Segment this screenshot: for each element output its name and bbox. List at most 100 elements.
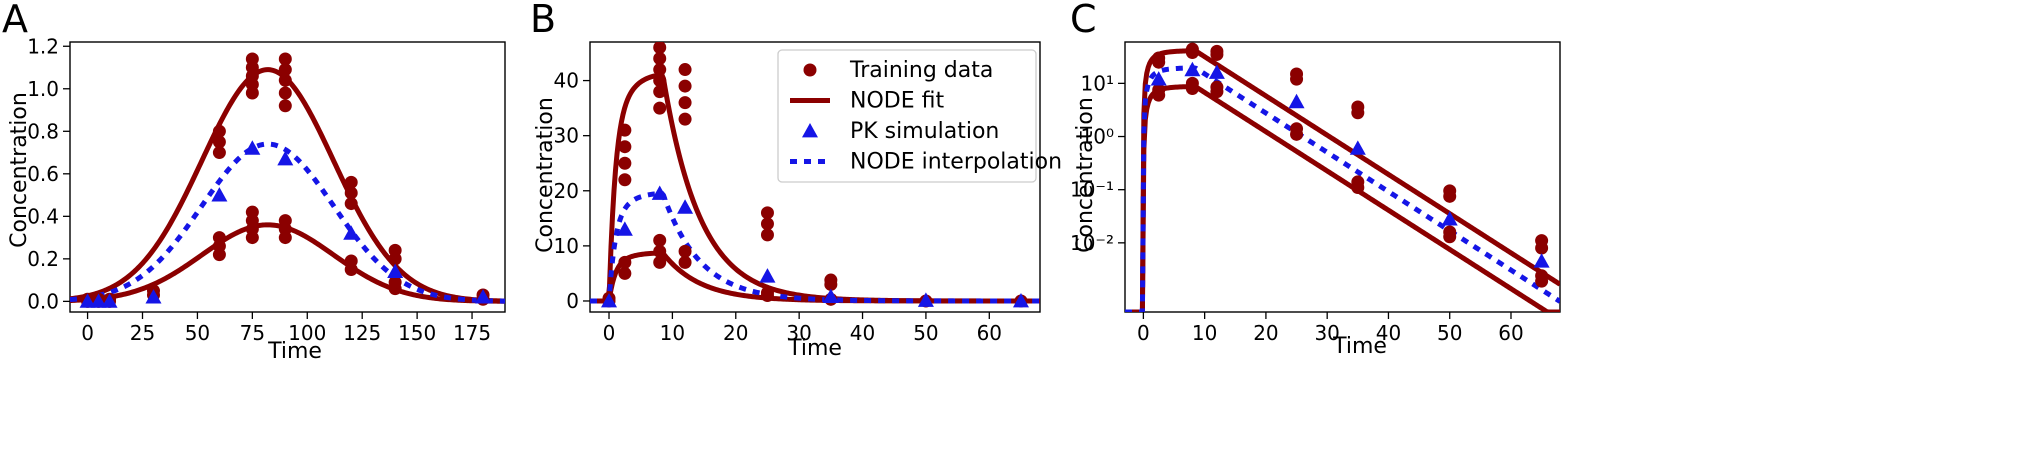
panel-b-y-tick-label: 30 [554, 124, 579, 148]
panel-b-training-point [653, 233, 667, 247]
panel-a-training-point [344, 197, 358, 211]
panel-a-training-point [278, 99, 292, 113]
panel-a-y-tick-label: 0.6 [27, 162, 59, 186]
panel-b-training-point [653, 255, 667, 269]
panel-b-training-point [618, 266, 632, 280]
panel-c-x-axis-label: Time [1332, 334, 1387, 359]
panel-c-pk-simulation-point [1184, 61, 1201, 77]
panel-a-training-point [278, 86, 292, 100]
panel-a-training-point [344, 254, 358, 268]
panel-c-axes-frame [1124, 41, 1561, 313]
panel-a-training-point [245, 52, 259, 66]
panel-a-training-point [245, 205, 259, 219]
panel-b-training-point [760, 228, 774, 242]
panel-b-y-tick-label: 40 [554, 69, 579, 93]
panel-b-legend: Training data NODE fit PK simulation NODE i… [777, 49, 1062, 183]
panel-c-training-point [1210, 80, 1224, 94]
panel-b-pk-simulation-point [616, 221, 633, 236]
panel-b-training-point [653, 63, 667, 77]
panel-c-x-tick-label: 60 [1498, 321, 1523, 345]
panel-b-training-point [678, 79, 692, 93]
panel-b-training-point [760, 206, 774, 220]
panel-b-pk-simulation-point [1012, 292, 1029, 308]
panel-b-training-point [678, 63, 692, 77]
panel-a-training-point [344, 175, 358, 189]
panel-a-training-point [212, 124, 226, 138]
panel-b-training-point [653, 74, 667, 88]
panel-a-pk-simulation-point [475, 289, 492, 304]
panel-a: A 0 25 50 75 100 125 150 175 0.0 0.2 0.4 0.6 0.8 1.0 1… [2, 0, 506, 364]
panel-c-y-tick-label: 10⁻² [1070, 231, 1114, 255]
panel-b-training-point [653, 244, 667, 258]
panel-a-x-tick-label: 25 [130, 321, 155, 345]
panel-c-x-tick-label: 10 [1192, 321, 1217, 345]
panel-b-training-point [678, 255, 692, 269]
panel-a-x-tick-label: 50 [185, 321, 210, 345]
panel-a-x-tick-label: 175 [453, 321, 491, 345]
panel-c-y-tick-label: 10¹ [1081, 71, 1114, 95]
panel-a-training-point [388, 243, 402, 257]
panel-b-training-point [678, 244, 692, 258]
panel-c-training-point [1152, 83, 1166, 97]
panel-b-legend-box [777, 49, 1037, 183]
panel-b-training-point [618, 156, 632, 170]
panel-a-training-point [278, 63, 292, 77]
panel-a-pk-simulation-point [277, 150, 294, 166]
panel-c-training-point [1185, 42, 1199, 56]
panel-a-training-point [212, 146, 226, 160]
panel-b-pk-simulation-point [822, 288, 839, 303]
panel-b-y-axis-label: Concentration [533, 97, 558, 253]
panel-a-y-tick-label: 0.4 [27, 204, 59, 228]
panel-c-plot-area [1125, 42, 1560, 312]
panel-c-training-point [1535, 269, 1549, 283]
panel-c-pk-simulation-point [1288, 93, 1305, 109]
panel-b-pk-simulation-point [917, 292, 934, 307]
panel-a-plot-area [70, 52, 505, 308]
panel-c-training-point [1443, 184, 1457, 198]
panel-c-pk-simulation-point [1533, 253, 1550, 268]
legend-pk-simulation-marker [802, 123, 818, 138]
panel-b-x-tick-label: 10 [660, 321, 685, 345]
panel-c-training-point [1152, 51, 1166, 65]
panel-b-x-tick-label: 30 [786, 321, 811, 345]
panel-b: B 0 10 20 30 40 50 60 0 10 20 30 40 Training data NOD… [530, 0, 1062, 361]
panel-c-x-tick-label: 50 [1437, 321, 1462, 345]
panel-a-pk-simulation-point [145, 289, 162, 304]
panel-a-y-tick-label: 1.2 [27, 34, 59, 58]
panel-letter-c: C [1070, 0, 1097, 41]
panel-c-pk-simulation-point [1150, 71, 1167, 86]
panel-b-training-point [618, 173, 632, 187]
legend-training-data-marker [803, 63, 817, 77]
panel-letter-a: A [2, 0, 28, 41]
legend-label-2: PK simulation [850, 119, 999, 144]
panel-c-x-tick-label: 20 [1253, 321, 1278, 345]
panel-b-training-point [653, 101, 667, 115]
panel-a-y-tick-label: 0.8 [27, 119, 59, 143]
panel-a-x-tick-label: 0 [81, 321, 94, 345]
panel-a-pk-simulation-point [90, 293, 107, 308]
panel-c-y-axis-label: Concentration [1073, 97, 1098, 253]
panel-b-x-tick-label: 20 [723, 321, 748, 345]
legend-label-0: Training data [849, 58, 993, 83]
panel-a-pk-simulation-point [79, 293, 96, 308]
panel-b-y-tick-label: 20 [554, 179, 579, 203]
panel-c-x-tick-label: 30 [1314, 321, 1339, 345]
panel-a-y-axis-label: Concentration [7, 92, 32, 248]
panel-b-x-tick-label: 60 [977, 321, 1002, 345]
panel-c-node-interpolation-line [1125, 65, 1560, 312]
panel-b-training-point [760, 217, 774, 231]
panel-c-y-tick-label: 10⁰ [1081, 125, 1114, 149]
panel-c-pk-simulation-point [1349, 140, 1366, 155]
panel-b-y-tick-label: 10 [554, 234, 579, 258]
panel-b-plot-area [590, 42, 1040, 308]
panel-c-training-point [1185, 76, 1199, 90]
panel-b-pk-simulation-point [759, 268, 776, 283]
panel-a-pk-simulation-point [387, 263, 404, 279]
panel-a-y-tick-label: 0.2 [27, 247, 59, 271]
panel-b-axes-frame [589, 41, 1041, 313]
panel-a-pk-simulation-point [343, 225, 360, 240]
panel-b-pk-simulation-point [601, 292, 618, 308]
panel-c-pk-simulation-point [1441, 211, 1458, 226]
panel-a-node-interpolation-line [70, 141, 505, 304]
